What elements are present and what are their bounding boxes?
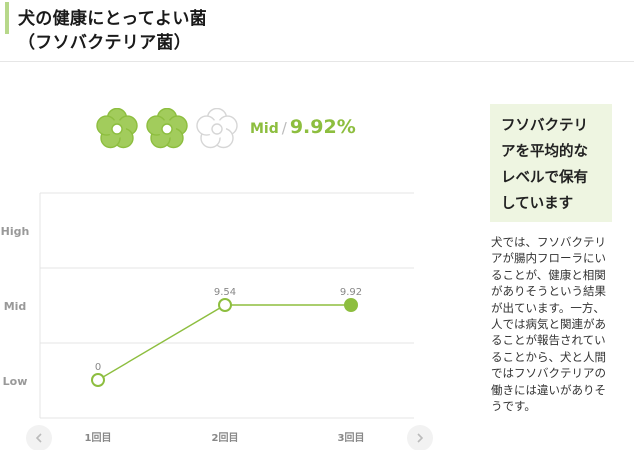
summary-line: しています (501, 196, 574, 212)
summary-line: レベルで保有 (501, 170, 588, 186)
description-line: ではフソバクテリアの (491, 366, 606, 381)
x-tick-label: 3回目 (338, 432, 365, 444)
data-point (218, 298, 232, 312)
level-value: 9.92% (289, 116, 356, 138)
chart-grid (39, 192, 414, 419)
data-point (344, 298, 358, 312)
flower-icon (196, 108, 238, 149)
level-separator: / (281, 119, 287, 137)
flower-icon (96, 108, 138, 149)
description-line: ることが、健康と相関 (491, 267, 606, 282)
description-line: 犬では、フソバクテリ (491, 235, 606, 249)
description-line: ることが報告されてい (491, 333, 606, 348)
description-line: が出ています。一方、 (491, 300, 605, 315)
data-label: 9.54 (214, 287, 236, 298)
summary-line: フソバクテリ (501, 118, 588, 134)
description-line: アが腸内フローラにい (491, 251, 606, 266)
summary-text: フソバクテリ アを平均的な レベルで保有 しています (501, 113, 612, 217)
level-label: Mid (250, 121, 279, 137)
page-header: 犬の健康にとってよい菌 （フソバクテリア菌） (0, 0, 634, 62)
summary-box: フソバクテリ アを平均的な レベルで保有 しています (490, 104, 612, 222)
y-tick-label: Mid (4, 300, 27, 313)
description-text: 犬では、フソバクテリ アが腸内フローラにい ることが、健康と相関 がありそうという結果… (491, 234, 618, 414)
x-tick-label: 1回目 (85, 432, 112, 444)
level-readout: Mid/9.92% (250, 116, 356, 138)
page-title: 犬の健康にとってよい菌 (18, 9, 207, 29)
description-line: うです。 (491, 399, 536, 414)
data-point (91, 373, 105, 387)
chevron-right-icon[interactable] (407, 425, 433, 450)
header-accent-bar (5, 2, 9, 34)
summary-line: アを平均的な (501, 144, 588, 160)
description-line: がありそうという結果 (491, 284, 606, 299)
description-line: ることから、犬と人間 (491, 349, 606, 364)
data-label: 9.92 (340, 287, 362, 298)
flower-icon (146, 108, 188, 149)
trend-chart: Low Mid High 0 9.54 9.92 1回目 2回目 3回目 (1, 192, 433, 450)
data-label: 0 (95, 362, 101, 373)
y-tick-label: High (1, 225, 30, 238)
x-tick-label: 2回目 (212, 432, 239, 444)
description-line: 働きには違いがありそ (491, 382, 606, 397)
description-line: 人では病気と関連があ (491, 317, 606, 332)
y-tick-label: Low (3, 375, 28, 388)
chevron-left-icon[interactable] (26, 425, 52, 450)
page-subtitle: （フソバクテリア菌） (18, 33, 191, 53)
